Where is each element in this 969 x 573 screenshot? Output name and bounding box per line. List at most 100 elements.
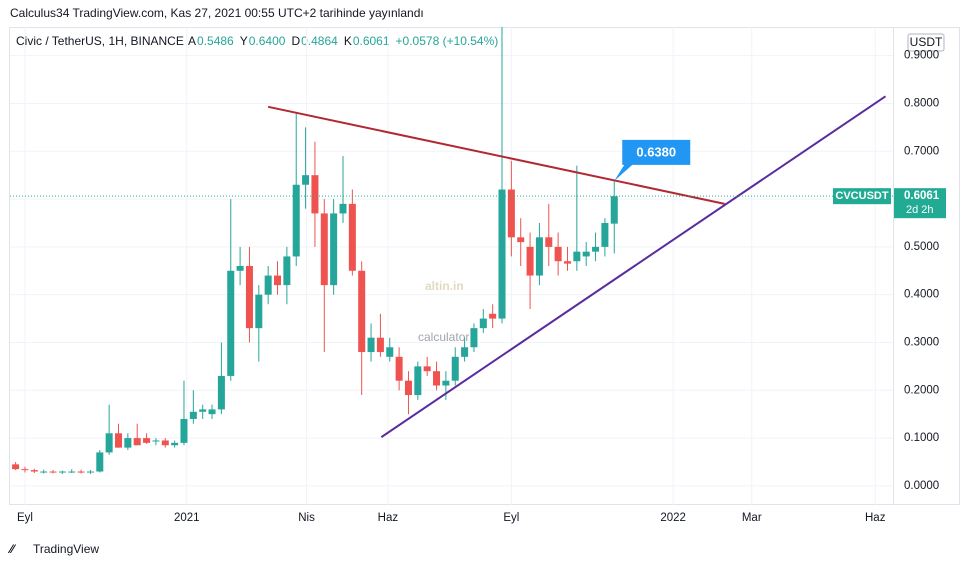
candle-body <box>498 189 506 319</box>
candle-body <box>96 452 104 472</box>
trendline <box>267 105 725 205</box>
candle-body <box>386 347 394 357</box>
y-tick-label: 0.0000 <box>904 480 939 492</box>
price-box <box>894 188 946 219</box>
candle-body <box>292 184 300 257</box>
candle-body <box>283 256 291 286</box>
symbol: Civic / TetherUS, 1H, BINANCE <box>16 34 184 48</box>
candle-body <box>217 375 225 410</box>
symbol-label: CVCUSDT <box>835 190 888 202</box>
candle-body <box>274 275 282 286</box>
candle-body <box>68 471 76 473</box>
y-tick-label: 0.1000 <box>904 432 939 444</box>
candle-body <box>601 222 609 247</box>
callout-box <box>614 139 691 181</box>
candle-body <box>610 196 618 224</box>
candle-body <box>320 213 328 286</box>
candle-body <box>479 318 487 329</box>
candle-body <box>592 246 600 252</box>
candle-body <box>40 471 48 473</box>
legend-change: +0.0578 (+10.54%) <box>396 34 499 48</box>
legend-key: K <box>344 34 352 48</box>
candle-body <box>470 328 478 348</box>
candle-body <box>442 380 450 386</box>
candle-body <box>49 471 57 473</box>
x-tick-label: Nis <box>298 512 315 524</box>
y-tick-label: 0.7000 <box>904 145 939 157</box>
currency: USDT <box>910 35 943 49</box>
legend-value: 0.5486 <box>197 34 234 48</box>
candle-body <box>451 356 459 381</box>
y-tick-label: 0.4000 <box>904 289 939 301</box>
candle-body <box>133 438 141 446</box>
candle-body <box>526 246 534 276</box>
candle-body <box>21 469 29 471</box>
candle-body <box>554 246 562 262</box>
candle-body <box>171 442 179 446</box>
candle-body <box>423 366 431 372</box>
candle-body <box>114 433 123 448</box>
candle-body <box>395 356 403 381</box>
y-tick-label: 0.3000 <box>904 337 939 349</box>
candle-body <box>330 213 338 286</box>
x-tick-label: Eyl <box>17 512 33 524</box>
legend-value: 0.6400 <box>249 34 286 48</box>
legend-value: 0.4864 <box>301 34 338 48</box>
candle-body <box>264 275 272 295</box>
ohlc-legend: A 0.5486 Y 0.6400 D 0.4864 K 0.6061 +0.0578 (+10… <box>188 34 498 48</box>
y-tick-label: 0.2000 <box>904 384 939 396</box>
candle-body <box>77 471 85 473</box>
candle-body <box>348 203 356 271</box>
candle-body <box>189 411 197 419</box>
candle-body <box>245 266 253 329</box>
candle-body <box>461 347 469 357</box>
frame <box>9 27 960 505</box>
candle-body <box>105 433 113 453</box>
candle-body <box>358 270 366 353</box>
candle-body <box>311 175 319 214</box>
candle-body <box>12 464 20 470</box>
x-tick-label: Haz <box>865 512 886 524</box>
candle-body <box>86 471 94 473</box>
candle-body <box>236 266 244 271</box>
legend-key: D <box>291 34 300 48</box>
candle-body <box>404 380 412 396</box>
candle-body <box>227 270 235 376</box>
candle-body <box>582 251 590 257</box>
candle-body <box>414 366 422 396</box>
candle-body <box>507 189 515 238</box>
currency-box <box>907 33 945 52</box>
candle-body <box>199 409 207 412</box>
x-tick-label: 2021 <box>174 512 200 524</box>
candle-body <box>339 203 347 214</box>
symbol-box <box>833 188 891 205</box>
y-tick-label: 0.5000 <box>904 241 939 253</box>
candle-body <box>161 440 169 446</box>
legend-value: 0.6061 <box>353 34 390 48</box>
footer-logo: ⁄⁄ <box>7 542 17 556</box>
candle-body <box>535 237 543 276</box>
candle-body <box>489 313 497 319</box>
candle-body <box>573 251 581 262</box>
candle-body <box>143 438 151 443</box>
legend-key: Y <box>240 34 248 48</box>
watermark-brand: altin.in <box>425 279 464 293</box>
footer: TradingView <box>33 542 99 556</box>
price-label: 0.6061 <box>904 190 940 202</box>
x-tick-label: 2022 <box>660 512 686 524</box>
countdown: 2d 2h <box>906 204 934 216</box>
candle-body <box>30 470 38 472</box>
candle-body <box>302 175 310 185</box>
candle-body <box>208 409 216 415</box>
legend-key: A <box>188 34 196 48</box>
candle-body <box>433 371 441 386</box>
candle-body <box>367 337 375 353</box>
x-tick-label: Eyl <box>503 512 519 524</box>
callout-label: 0.6380 <box>636 144 676 159</box>
candle-body <box>376 337 384 353</box>
y-tick-label: 0.8000 <box>904 98 939 110</box>
watermark-sub: calculator <box>418 330 469 344</box>
x-tick-label: Mar <box>742 512 762 524</box>
